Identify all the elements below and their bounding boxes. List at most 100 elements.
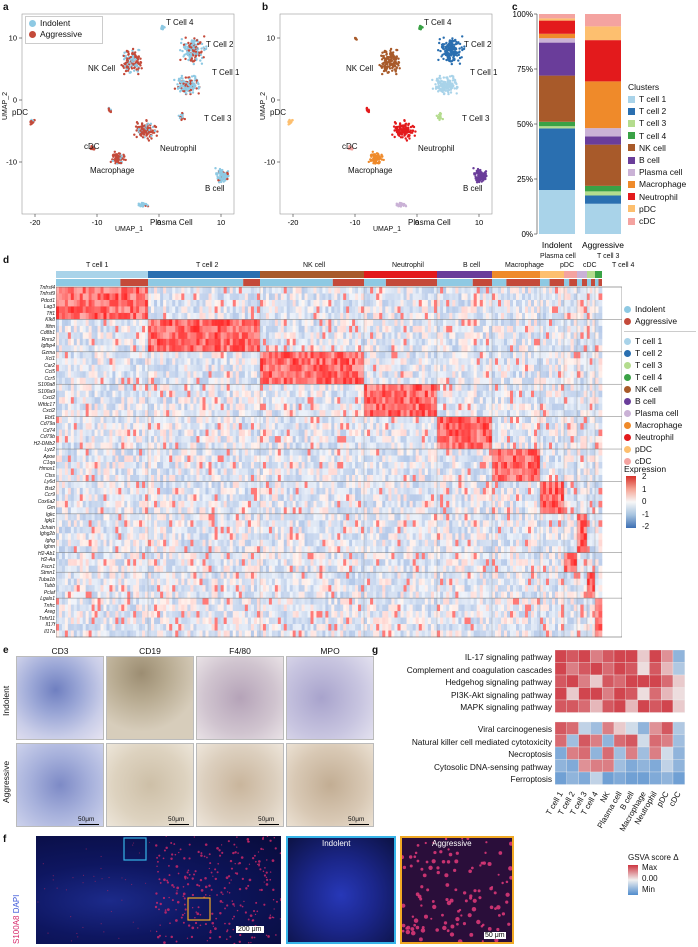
heatmap-cell [564,306,568,314]
heatmap-cell [271,371,276,379]
heatmap-cell [109,293,113,301]
umap-point [404,133,407,136]
heatmap-cell [232,306,237,314]
heatmap-cell [157,377,161,385]
bar-segment [585,136,621,145]
umap-point [142,131,145,135]
heatmap-cell [537,299,541,307]
heatmap-cell [561,306,565,314]
heatmap-cell [160,332,164,340]
heatmap-cell [498,384,502,391]
heatmap-cell [70,293,75,301]
cluster-label: T Cell 1 [212,68,240,77]
heatmap-cell [133,371,137,379]
heatmap-cell [184,358,188,366]
heatmap-cell [592,345,596,353]
heatmap-cell [277,319,282,327]
heatmap-cell [513,390,517,398]
heatmap-cell [289,390,293,398]
heatmap-cell [440,364,444,372]
umap-point [177,114,180,118]
heatmap-cell [238,312,243,320]
umap-point [394,70,397,73]
heatmap-cell [531,345,535,353]
heatmap-cell [580,325,584,333]
heatmap-cell [592,338,596,346]
heatmap-cell [256,384,261,391]
heatmap-cell [136,338,140,346]
heatmap-cell [577,319,581,327]
heatmap-cell [205,371,209,379]
cluster-label: pDC [12,108,29,117]
heatmap-cell [244,287,249,294]
heatmap-cell [555,364,559,372]
heatmap-cell [473,299,478,307]
heatmap-cell [355,390,359,398]
heatmap-cell [88,312,92,320]
heatmap-cell [136,293,140,301]
umap-point [219,169,222,172]
heatmap-cell [121,319,125,327]
heatmap-cell [534,371,538,379]
heatmap-cell [175,332,179,340]
heatmap-cell [256,332,261,340]
heatmap-cell [277,306,282,314]
heatmap-cell [476,332,481,340]
heatmap-cell [583,299,588,307]
heatmap-cell [73,299,78,307]
heatmap-cell [319,377,323,385]
heatmap-cell [130,299,134,307]
heatmap-cell [370,312,374,320]
umap-point [445,49,449,52]
heatmap-cell [115,345,119,353]
heatmap-cell [178,332,182,340]
heatmap-cell [443,377,447,385]
heatmap-cell [364,319,368,327]
heatmap-cell [388,312,392,320]
heatmap-cell [211,345,215,353]
heatmap-cell [412,345,417,353]
heatmap-cell [187,390,191,398]
heatmap-cell [467,364,471,372]
heatmap-cell [385,287,389,294]
heatmap-cell [385,325,389,333]
umap-point [481,172,484,176]
heatmap-cell [289,371,293,379]
heatmap-cell [446,312,450,320]
heatmap-cell [388,293,392,301]
heatmap-cell [498,287,502,294]
heatmap-cell [570,293,575,301]
heatmap-cell [476,287,481,294]
heatmap-cell [540,319,544,327]
heatmap-cell [196,364,200,372]
heatmap-cell [73,332,78,340]
umap-point [482,179,485,182]
heatmap-cell [100,377,104,385]
umap-point [219,180,223,184]
heatmap-cell [334,319,338,327]
cluster-bar [577,271,587,278]
heatmap-cell [61,306,66,314]
heatmap-cell [455,325,459,333]
heatmap-cell [307,351,311,359]
heatmap-cell [160,358,164,366]
heatmap-cell [286,384,291,391]
heatmap-cell [166,338,170,346]
umap-point [451,85,454,88]
heatmap-cell [495,332,499,340]
heatmap-cell [337,358,341,366]
heatmap-cell [537,306,541,314]
heatmap-cell [88,390,92,398]
heatmap-cell [476,390,481,398]
heatmap-cell [504,319,508,327]
heatmap-cell [178,325,182,333]
heatmap-cell [142,338,146,346]
heatmap-cell [427,312,432,320]
heatmap-cell [58,332,63,340]
heatmap-cell [73,384,78,391]
heatmap-cell [163,319,167,327]
heatmap-cell [440,312,444,320]
heatmap-cell [241,293,246,301]
heatmap-cell [232,325,237,333]
heatmap-cell [253,325,258,333]
